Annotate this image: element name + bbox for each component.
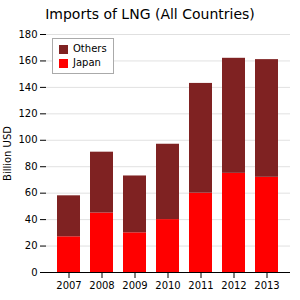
svg-text:140: 140 (18, 82, 37, 93)
html-text:Imports of LNG (All Countries): Imports of LNG (All Countries) (45, 6, 255, 22)
svg-text:100: 100 (18, 134, 37, 145)
svg-text:80: 80 (25, 161, 38, 172)
svg-text:2007: 2007 (56, 280, 81, 291)
svg-text:40: 40 (25, 214, 38, 225)
svg-text:120: 120 (18, 108, 37, 119)
svg-text:2009: 2009 (122, 280, 147, 291)
svg-text:2011: 2011 (188, 280, 213, 291)
svg-text:60: 60 (25, 187, 38, 198)
svg-text:2012: 2012 (221, 280, 246, 291)
svg-text:2008: 2008 (89, 280, 114, 291)
svg-text:2010: 2010 (155, 280, 180, 291)
svg-text:Billion USD: Billion USD (2, 126, 13, 181)
svg-text:2013: 2013 (254, 280, 279, 291)
html-text:Others: Others (73, 43, 107, 54)
svg-text:160: 160 (18, 55, 37, 66)
svg-text:20: 20 (25, 240, 38, 251)
svg-text:0: 0 (31, 267, 37, 278)
svg-text:180: 180 (18, 29, 37, 40)
html-text:Japan: Japan (73, 57, 101, 68)
